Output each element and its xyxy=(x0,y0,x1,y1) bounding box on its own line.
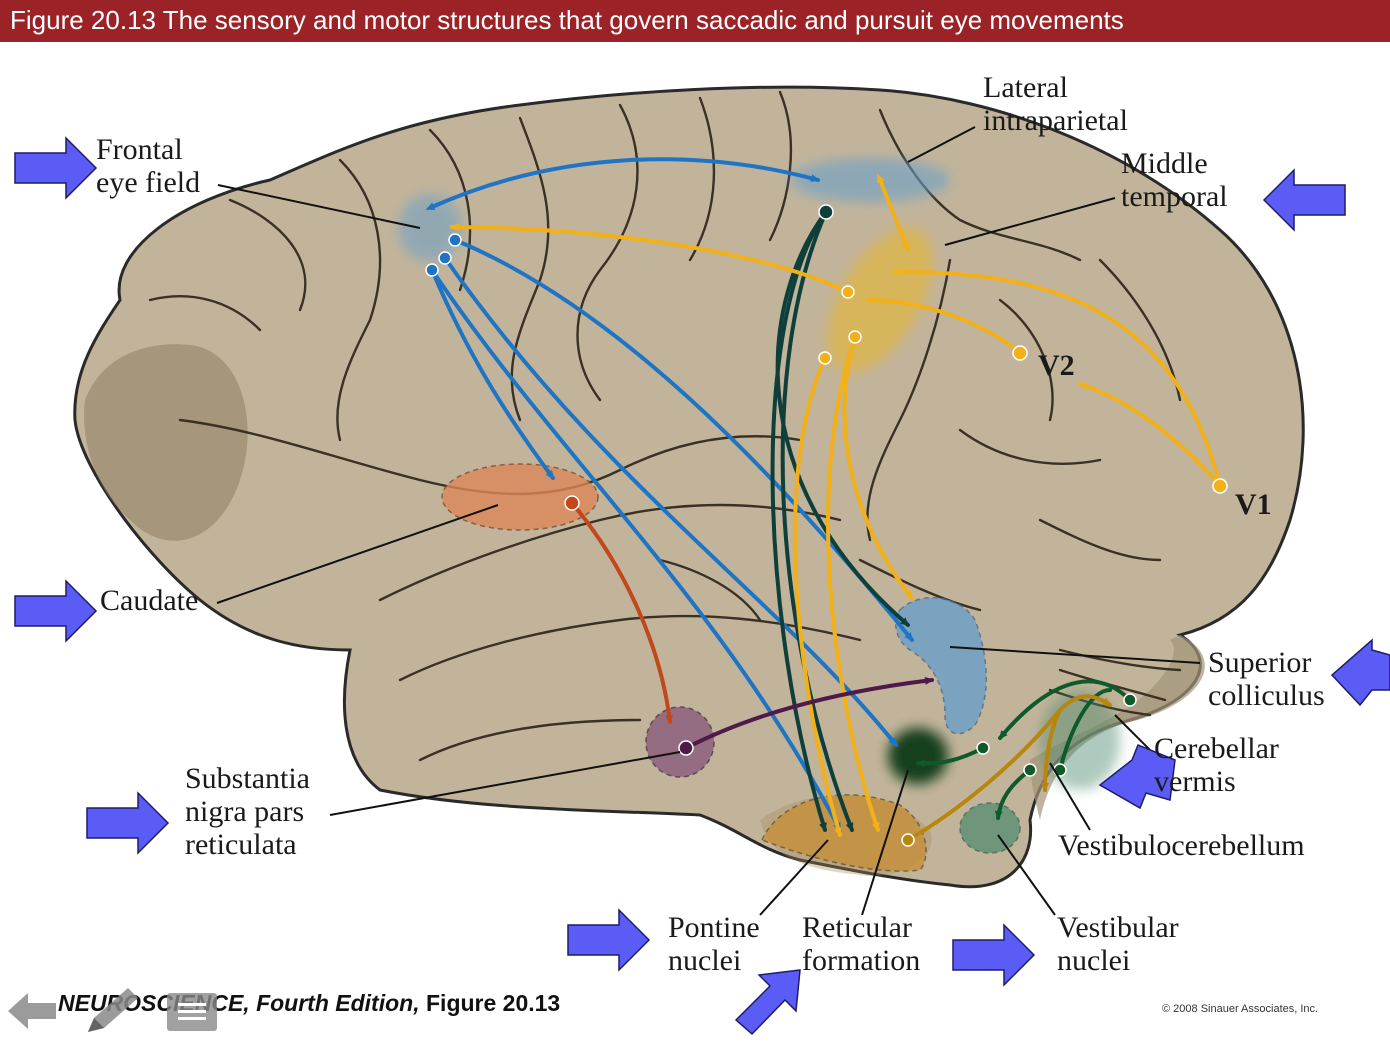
pointer-arrow-icon xyxy=(1330,638,1390,707)
pathway-vermis-2 xyxy=(916,746,985,768)
pointer-arrow-icon xyxy=(1098,744,1176,810)
pointer-arrow-icon xyxy=(14,136,98,200)
pointer-arrows xyxy=(14,136,1390,1036)
label-caudate: Caudate xyxy=(100,584,199,617)
label-line: formation xyxy=(802,944,921,977)
pathway-pontine-vermis xyxy=(906,694,1112,842)
pathway-fef-pontine xyxy=(430,268,842,832)
pathway-v1-v2 xyxy=(1078,382,1222,488)
pathway-fef-caudate xyxy=(430,268,555,480)
brain-diagram xyxy=(14,85,1390,1036)
label-line: intraparietal xyxy=(983,104,1128,137)
region-vestibular-nuclei xyxy=(959,802,1021,854)
pathway-lip-pontine-2 xyxy=(780,210,854,832)
label-pontine-nuclei: Pontine nuclei xyxy=(668,911,760,977)
label-line: Superior xyxy=(1208,646,1312,679)
label-line: reticulata xyxy=(185,828,297,861)
pointer-arrow-icon xyxy=(86,791,170,855)
region-frontal-eye-field xyxy=(398,194,462,262)
label-vestibular-nuclei: Vestibular nuclei xyxy=(1057,911,1179,977)
region-reticular-formation xyxy=(888,728,948,784)
label-line: Reticular xyxy=(802,911,912,944)
label-line: Lateral xyxy=(983,71,1068,104)
pathway-caudate-snr xyxy=(570,501,674,724)
label-line: eye field xyxy=(96,166,201,199)
pathway-v1-mt xyxy=(893,267,1222,488)
pathway-v2-mt xyxy=(866,296,1022,355)
copyright: © 2008 Sinauer Associates, Inc. xyxy=(1162,1003,1319,1015)
pointer-arrow-icon xyxy=(14,579,98,643)
pathway-snr-sc xyxy=(684,676,934,750)
pathway-mt-pontine xyxy=(792,356,842,837)
pathways xyxy=(425,157,1228,847)
label-line: nigra pars xyxy=(185,795,305,828)
pathway-lip-mt xyxy=(877,173,910,252)
pathway-pontine-vermis-2 xyxy=(1041,708,1062,792)
region-lateral-intraparietal xyxy=(790,158,950,202)
pointer-arrow-icon xyxy=(567,908,651,972)
region-pontine-nuclei xyxy=(760,794,927,872)
region-superior-colliculus xyxy=(894,596,987,735)
label-line: nuclei xyxy=(668,944,742,977)
label-v2: V2 xyxy=(1038,349,1075,382)
label-substantia-nigra: Substantia nigra pars reticulata xyxy=(185,762,310,861)
back-arrow-icon[interactable] xyxy=(6,990,58,1032)
label-line: temporal xyxy=(1121,180,1228,213)
label-line: colliculus xyxy=(1208,679,1325,712)
label-line: Cerebellar xyxy=(1154,732,1279,765)
label-line: Substantia xyxy=(185,762,310,795)
pencil-icon[interactable] xyxy=(84,984,142,1036)
label-cerebellar-vermis: Cerebellar vermis xyxy=(1154,732,1279,798)
label-line: Vestibular xyxy=(1057,911,1179,944)
pathway-mt-sc xyxy=(842,335,914,600)
label-line: Middle xyxy=(1121,147,1208,180)
label-superior-colliculus: Superior colliculus xyxy=(1208,646,1325,712)
leader-lines xyxy=(216,126,1201,916)
pointer-arrow-icon xyxy=(734,969,801,1036)
region-substantia-nigra xyxy=(645,706,715,778)
label-line: Frontal xyxy=(96,133,183,166)
figure-title: Figure 20.13 The sensory and motor struc… xyxy=(10,5,1124,35)
menu-icon[interactable] xyxy=(166,992,218,1032)
caption-figure: Figure 20.13 xyxy=(419,990,561,1016)
label-line: vermis xyxy=(1154,765,1236,798)
pathway-fef-lip xyxy=(425,157,820,210)
pathway-vermis-4 xyxy=(1058,688,1112,772)
pathway-lip-sc xyxy=(775,210,910,627)
label-middle-temporal: Middle temporal xyxy=(1121,147,1228,213)
title-bar: Figure 20.13 The sensory and motor struc… xyxy=(0,0,1390,42)
pathway-lip-pontine xyxy=(770,210,828,832)
pointer-arrow-icon xyxy=(1262,168,1346,232)
region-caudate xyxy=(441,463,599,531)
label-line: nuclei xyxy=(1057,944,1131,977)
label-line: Pontine xyxy=(668,911,760,944)
pathway-vermis-1 xyxy=(998,679,1132,740)
label-vestibulocerebellum: Vestibulocerebellum xyxy=(1058,829,1305,862)
pathway-mt-pontine-2 xyxy=(826,335,880,832)
pointer-arrow-icon xyxy=(952,923,1036,987)
pathway-mt-fef xyxy=(450,223,850,294)
label-v1: V1 xyxy=(1235,488,1272,521)
label-frontal-eye-field: Frontal eye field xyxy=(96,133,200,199)
label-lateral-intraparietal: Lateral intraparietal xyxy=(983,71,1128,137)
label-reticular-formation: Reticular formation xyxy=(802,911,920,977)
